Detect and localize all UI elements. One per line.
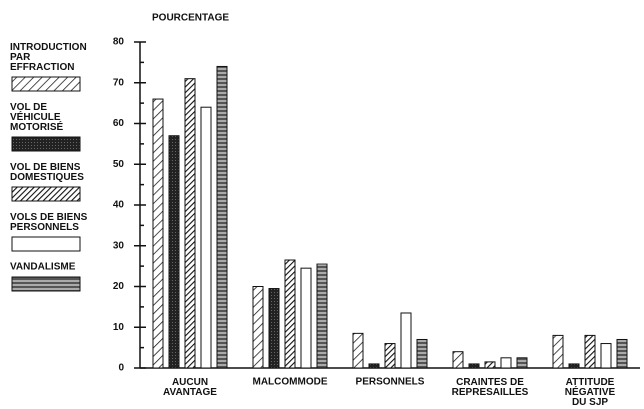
bar <box>584 334 596 369</box>
x-tick-label: MALCOMMODE <box>253 377 328 388</box>
y-tick-label: 20 <box>113 281 125 292</box>
bar <box>568 363 580 369</box>
legend-swatch <box>11 136 81 152</box>
bar <box>384 343 396 369</box>
bar <box>500 357 512 369</box>
bar <box>284 259 296 369</box>
chart-title: POURCENTAGE <box>152 13 229 24</box>
bar <box>368 363 380 369</box>
legend-swatch <box>11 76 81 92</box>
bar <box>552 334 564 369</box>
y-tick-label: 80 <box>113 37 125 48</box>
bar <box>316 263 328 369</box>
bar <box>152 98 164 369</box>
bar <box>452 351 464 369</box>
y-tick-label: 60 <box>113 118 125 129</box>
bar <box>352 332 364 369</box>
bar <box>468 363 480 369</box>
legend-label: INTRODUCTION PAR EFFRACTION <box>10 42 87 73</box>
y-tick-label: 50 <box>113 159 125 170</box>
x-tick-label: PERSONNELS <box>356 377 425 388</box>
bar <box>300 267 312 369</box>
x-tick-label: ATTITUDE NÉGATIVE DU SJP <box>565 377 616 408</box>
x-tick-label: AUCUN AVANTAGE <box>163 377 217 398</box>
legend-label: VANDALISME <box>10 262 76 273</box>
bar <box>400 312 412 369</box>
x-tick-label: CRAINTES DE REPRESAILLES <box>452 377 529 398</box>
y-tick-label: 40 <box>113 200 125 211</box>
legend-label: VOL DE BIENS DOMESTIQUES <box>10 162 84 183</box>
bar <box>168 135 180 369</box>
legend-swatch <box>11 236 81 252</box>
bar <box>268 288 280 369</box>
bar <box>516 357 528 369</box>
bar <box>216 65 228 369</box>
y-tick-label: 30 <box>113 240 125 251</box>
y-tick-label: 70 <box>113 77 125 88</box>
legend-swatch <box>11 186 81 202</box>
bar <box>600 343 612 369</box>
bar <box>616 338 628 369</box>
bar <box>200 106 212 369</box>
bar <box>484 361 496 369</box>
y-tick-label: 10 <box>113 322 125 333</box>
legend-label: VOL DE VÉHICULE MOTORISÉ <box>10 102 63 133</box>
bar <box>416 338 428 369</box>
bar <box>184 78 196 369</box>
bar <box>252 286 264 369</box>
y-tick-label: 0 <box>118 363 124 374</box>
legend-swatch <box>11 276 81 292</box>
legend-label: VOLS DE BIENS PERSONNELS <box>10 212 88 233</box>
